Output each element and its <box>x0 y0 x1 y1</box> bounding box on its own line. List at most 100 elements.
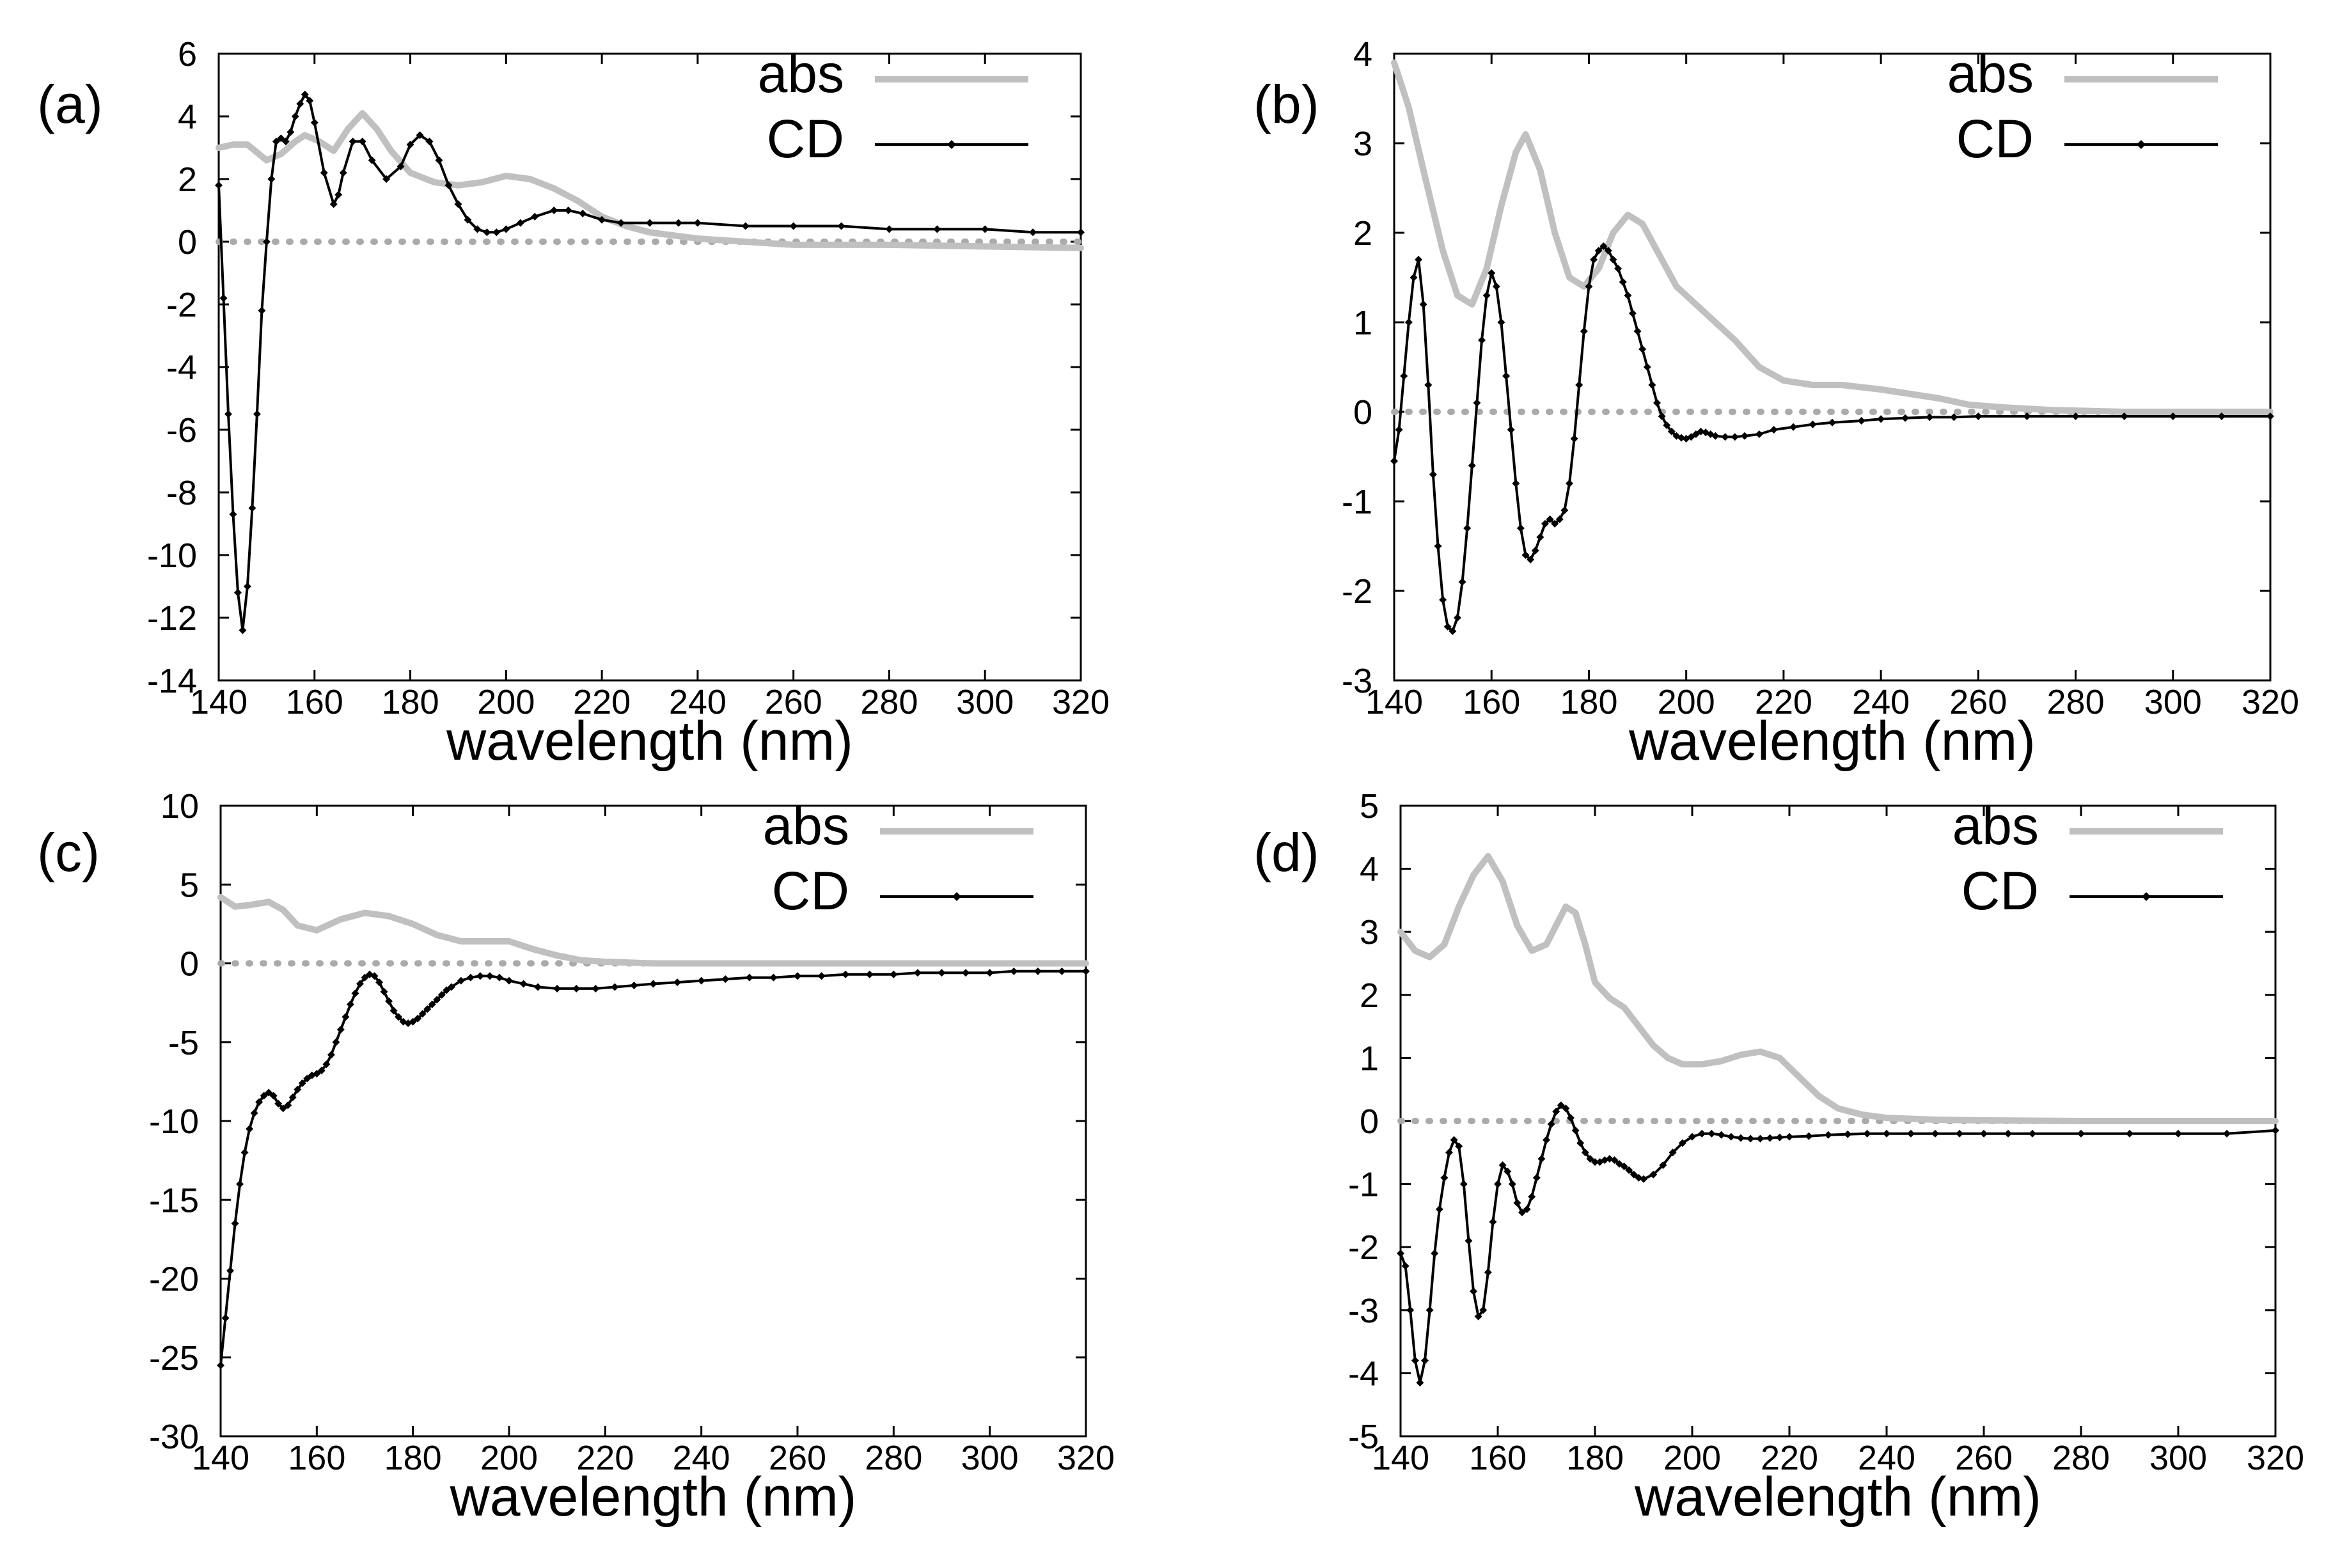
cd-data-point <box>1805 1132 1813 1140</box>
cd-data-point <box>296 100 304 108</box>
cd-data-point <box>246 1125 254 1133</box>
cd-data-point <box>1980 1129 1988 1138</box>
cd-data-point <box>1789 423 1798 431</box>
y-tick-label: 3 <box>1353 125 1372 163</box>
cd-data-point <box>2120 412 2128 420</box>
panel-label: (b) <box>1253 74 1319 134</box>
abs-series-line <box>217 894 1089 967</box>
cd-data-point <box>938 969 946 977</box>
cd-data-point <box>842 970 850 978</box>
cd-data-point <box>243 583 251 590</box>
cd-data-point <box>250 1109 258 1117</box>
cd-data-point <box>1737 1134 1745 1142</box>
cd-data-point <box>1628 310 1637 317</box>
cd-data-point <box>258 306 266 315</box>
cd-data-point <box>1536 533 1544 541</box>
cd-data-point <box>2272 1126 2279 1134</box>
cd-data-point <box>1766 1134 1774 1142</box>
cd-data-point <box>598 216 606 224</box>
cd-data-point <box>306 97 314 105</box>
cd-data-point <box>1931 1129 1939 1138</box>
y-tick-label: 0 <box>180 945 199 984</box>
cd-data-point <box>221 1314 230 1322</box>
cd-data-point <box>301 90 309 98</box>
cd-data-point <box>649 980 657 988</box>
cd-data-point <box>1775 1133 1784 1141</box>
cd-data-point <box>1478 336 1486 344</box>
cd-data-point <box>885 225 893 233</box>
cd-data-point <box>1523 1205 1531 1214</box>
cd-data-point <box>2077 1129 2085 1138</box>
legend-marker-cd <box>2142 892 2151 901</box>
y-tick-label: -4 <box>1348 1354 1379 1393</box>
legend-label-abs: abs <box>1952 796 2039 856</box>
cd-data-point <box>287 128 295 136</box>
y-tick-label: 1 <box>1360 1039 1379 1078</box>
cd-data-point <box>1497 318 1505 326</box>
legend-label-cd: CD <box>772 861 849 921</box>
cd-data-point <box>294 1085 302 1094</box>
cd-data-point <box>358 137 366 146</box>
cd-data-point <box>1419 301 1427 308</box>
cd-data-point <box>1567 1114 1575 1122</box>
cd-data-point <box>1633 327 1642 335</box>
cd-data-point <box>2169 412 2177 420</box>
cd-data-point <box>1638 345 1647 353</box>
y-tick-label: 5 <box>180 866 199 904</box>
cd-data-point <box>1537 1155 1546 1163</box>
cd-data-point <box>406 141 414 149</box>
cd-data-point <box>336 1026 345 1034</box>
cd-data-point <box>342 1013 350 1021</box>
cd-data-point <box>1747 1134 1755 1143</box>
cd-data-point <box>485 972 494 980</box>
cd-data-point <box>697 976 705 985</box>
cd-data-point <box>231 1219 239 1228</box>
cd-data-point <box>495 973 503 982</box>
cd-data-point <box>2023 412 2031 420</box>
cd-data-point <box>741 222 750 230</box>
x-tick-label: 180 <box>1560 683 1617 721</box>
cd-data-point <box>1580 327 1588 335</box>
cd-data-point <box>389 1007 398 1015</box>
cd-data-point <box>1411 1356 1419 1365</box>
cd-data-point <box>457 976 465 985</box>
cd-data-point <box>962 969 970 977</box>
panel-label: (d) <box>1253 822 1319 882</box>
cd-data-point <box>361 973 369 982</box>
cd-data-point <box>288 1094 297 1102</box>
x-tick-label: 260 <box>1949 683 2007 721</box>
y-tick-label: 6 <box>178 35 197 74</box>
cd-data-point <box>334 191 343 199</box>
x-tick-label: 160 <box>1463 683 1520 721</box>
cd-data-point <box>219 294 228 302</box>
cd-data-point <box>1663 421 1671 429</box>
x-tick-label: 220 <box>573 683 631 721</box>
cd-data-point <box>473 225 482 233</box>
x-tick-label: 280 <box>2052 1439 2110 1477</box>
cd-data-point <box>1610 1156 1619 1164</box>
y-tick-label: 0 <box>1353 393 1372 432</box>
cd-data-point <box>368 156 376 164</box>
cd-data-point <box>395 1013 403 1021</box>
cd-data-point <box>339 169 347 177</box>
cd-data-point <box>277 134 285 143</box>
cd-data-point <box>217 1361 224 1370</box>
cd-data-point <box>1581 1149 1589 1157</box>
cd-data-point <box>1566 480 1573 487</box>
x-tick-label: 260 <box>765 683 822 721</box>
cd-data-point <box>592 984 600 992</box>
cd-data-point <box>1620 1162 1628 1170</box>
cd-data-point <box>1507 426 1515 434</box>
cd-data-point <box>550 207 558 214</box>
cd-data-point <box>1531 547 1539 554</box>
cd-data-point <box>516 219 524 227</box>
cd-data-point <box>435 156 443 164</box>
cd-data-point <box>284 1101 292 1109</box>
cd-data-point <box>693 219 702 227</box>
cd-data-point <box>1424 381 1433 389</box>
cd-data-point <box>1502 372 1511 380</box>
cd-data-point <box>1786 1133 1793 1141</box>
y-tick-label: -12 <box>147 599 197 638</box>
cd-data-point <box>1482 292 1491 299</box>
cd-data-point <box>274 1099 283 1108</box>
